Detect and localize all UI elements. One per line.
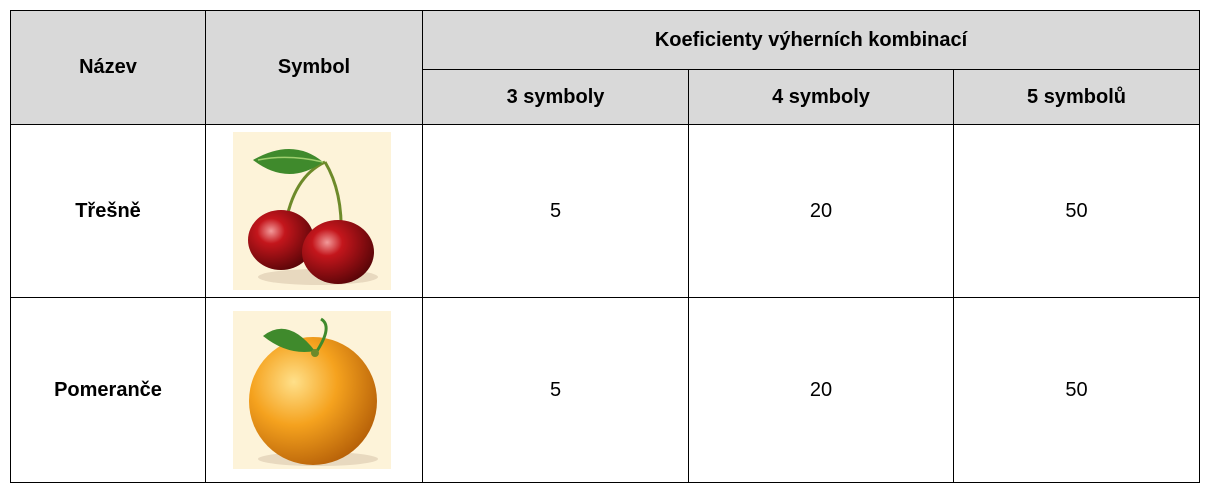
header-cell: Symbol <box>205 10 423 125</box>
value-cell: 50 <box>952 124 1201 298</box>
header-cell: Koeficienty výherních kombinací <box>421 10 1201 70</box>
header-row: 3 symboly 4 symboly 5 symbolů <box>11 69 1201 125</box>
value-cell: 20 <box>688 124 954 298</box>
cherry-icon <box>233 132 391 290</box>
payout-table: Název Symbol Koeficienty výherních kombi… <box>10 10 1201 483</box>
header-cell: 3 symboly <box>422 69 689 125</box>
symbol-cell <box>205 297 423 483</box>
symbol-cell <box>205 124 423 298</box>
value-cell: 50 <box>952 297 1201 483</box>
value-cell: 5 <box>422 297 689 483</box>
row: Pomeranče 5 20 50 <box>10 297 1201 483</box>
header-cell: 5 symbolů <box>952 69 1201 125</box>
value-cell: 20 <box>688 297 954 483</box>
header-row: Název Symbol Koeficienty výherních kombi… <box>10 10 1201 125</box>
row: Třešně 5 20 50 <box>10 124 1201 298</box>
header-cell: Název <box>10 10 206 125</box>
name-cell: Pomeranče <box>10 297 206 483</box>
value-cell: 5 <box>422 124 689 298</box>
name-cell: Třešně <box>10 124 206 298</box>
header-cell: 4 symboly <box>688 69 954 125</box>
orange-icon <box>233 311 391 469</box>
